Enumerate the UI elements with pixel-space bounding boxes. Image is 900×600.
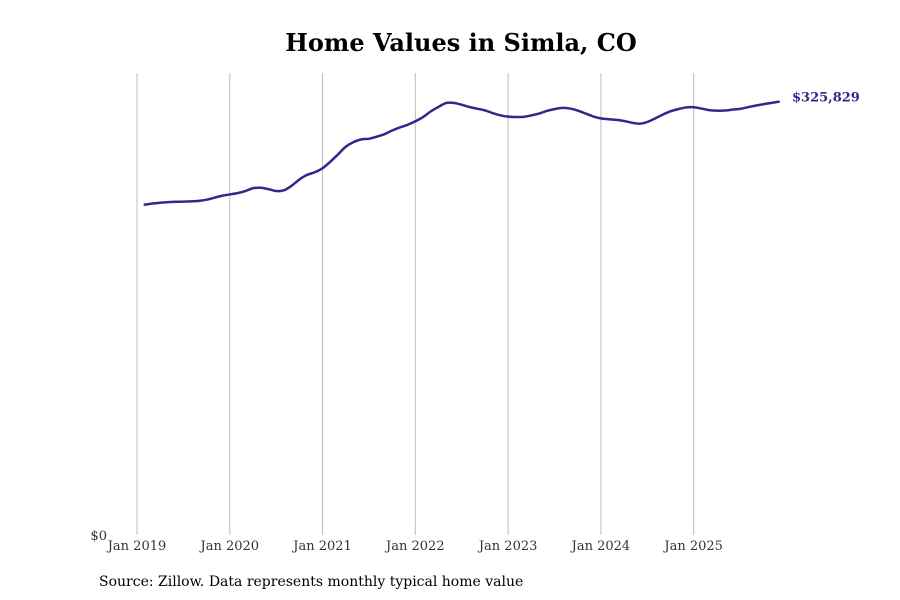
- series-line-0: [143, 100, 781, 206]
- y-axis-zero-label: $0: [90, 529, 107, 544]
- series-end-label: $325,829: [792, 91, 860, 106]
- chart-title: Home Values in Simla, CO: [285, 28, 637, 57]
- source-note: Source: Zillow. Data represents monthly …: [99, 574, 524, 590]
- x-tick-label-2022: Jan 2022: [384, 539, 445, 554]
- x-axis-ticks: Jan 2019 Jan 2020 Jan 2021 Jan 2022 Jan 2023…: [106, 539, 723, 554]
- x-tick-label-2020: Jan 2020: [198, 539, 259, 554]
- x-tick-label-2025: Jan 2025: [662, 539, 723, 554]
- x-tick-label-2019: Jan 2019: [106, 539, 167, 554]
- x-tick-label-2021: Jan 2021: [291, 539, 352, 554]
- series-layer: $325,829: [143, 91, 860, 206]
- x-tick-label-2024: Jan 2024: [570, 539, 631, 554]
- x-tick-label-2023: Jan 2023: [477, 539, 538, 554]
- gridlines: [136, 73, 695, 535]
